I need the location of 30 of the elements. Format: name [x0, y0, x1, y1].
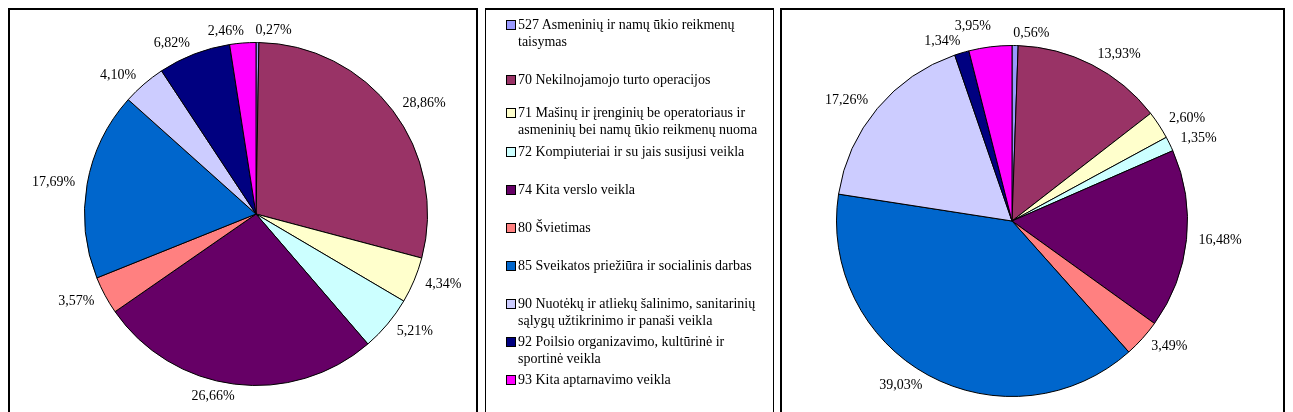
legend-label: 80 Švietimas: [518, 220, 591, 235]
legend-label: 527 Asmeninių ir namų ūkio reikmenų taisymas: [518, 17, 735, 49]
data-label: 17,69%: [32, 173, 76, 189]
legend-label: 85 Sveikatos priežiūra ir socialinis darbas: [518, 258, 752, 273]
data-label: 6,82%: [153, 34, 191, 50]
data-label: 1,35%: [1180, 130, 1217, 146]
legend-label: 70 Nekilnojamojo turto operacijos: [518, 72, 711, 87]
data-label: 2,46%: [207, 22, 245, 38]
data-label: 1,34%: [924, 33, 961, 49]
data-label: 0,56%: [1013, 25, 1050, 41]
data-label: 4,10%: [99, 66, 137, 82]
data-label: 0,27%: [255, 22, 293, 38]
legend-label: 93 Kita aptarnavimo veikla: [518, 372, 671, 387]
data-label: 4,34%: [425, 276, 462, 292]
data-label: 28,86%: [402, 95, 446, 111]
data-label: 3,57%: [58, 292, 95, 308]
data-label: 5,21%: [396, 323, 434, 339]
data-label: 39,03%: [879, 377, 923, 393]
data-label: 3,95%: [954, 18, 992, 34]
legend-label: 72 Kompiuteriai ir su jais susijusi veikla: [518, 144, 745, 159]
data-label: 2,60%: [1168, 110, 1206, 126]
legend-label: 71 Mašinų ir įrenginių be operatoriaus ir asmeninių bei namų ūkio reikmenų nuoma: [518, 105, 758, 137]
data-label: 16,48%: [1198, 232, 1242, 248]
data-label: 3,49%: [1151, 338, 1188, 354]
data-label: 13,93%: [1097, 45, 1141, 61]
legend-label: 90 Nuotėkų ir atliekų šalinimo, sanitarinių sąlygų užtikrinimo ir panaši veikla: [518, 296, 756, 328]
data-label: 26,66%: [191, 387, 236, 403]
data-label: 17,26%: [824, 92, 869, 108]
legend-label: 92 Poilsio organizavimo, kultūrinė ir sportinė veikla: [518, 334, 725, 366]
legend-label: 74 Kita verslo veikla: [518, 182, 636, 197]
